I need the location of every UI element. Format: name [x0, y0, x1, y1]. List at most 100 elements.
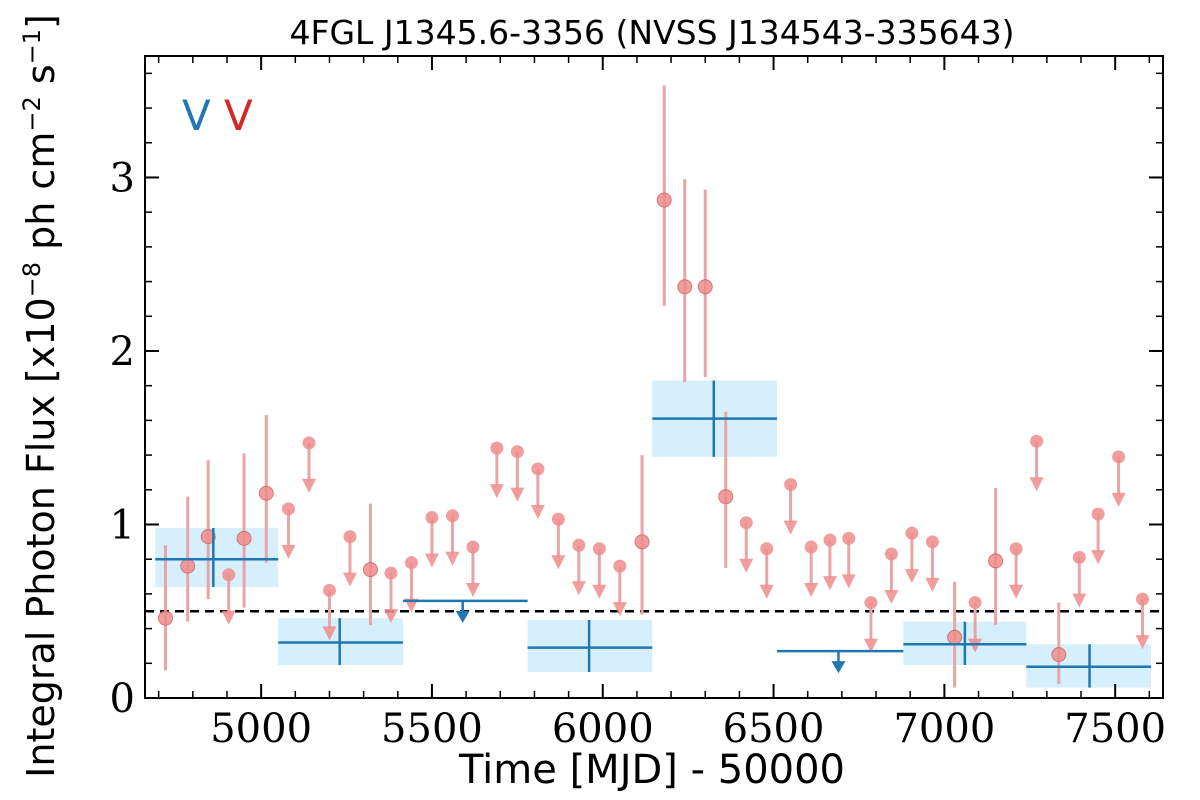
red-upper-limit-point [322, 583, 336, 597]
red-data-point [697, 279, 713, 295]
red-data-point [236, 530, 252, 546]
red-upper-limit-point [404, 556, 418, 570]
red-data-point [988, 553, 1004, 569]
red-upper-limit-point [968, 596, 982, 610]
red-upper-limit-point [425, 511, 439, 525]
red-upper-limit-point [842, 531, 856, 545]
red-upper-limit-point [1136, 592, 1150, 606]
y-tick-label: 0 [110, 676, 135, 722]
red-data-point [656, 192, 672, 208]
red-upper-limit-point [1091, 507, 1105, 521]
red-upper-limit-arrow [551, 555, 566, 570]
blue-upper-limit-arrow [455, 610, 470, 623]
red-upper-limit-point [739, 516, 753, 530]
x-tick-label: 5000 [210, 706, 312, 752]
y-tick-label: 2 [110, 329, 135, 375]
red-upper-limit-arrow [925, 577, 940, 592]
red-upper-limit-arrow [510, 487, 525, 502]
red-upper-limit-point [823, 533, 837, 547]
red-upper-limit-point [490, 441, 504, 455]
red-data-point [1051, 647, 1067, 663]
x-tick-label: 5500 [381, 706, 483, 752]
red-upper-limit-arrow [968, 638, 983, 653]
red-upper-limit-arrow [1135, 635, 1150, 650]
red-upper-limit-arrow [759, 584, 774, 599]
red-upper-limit-point [445, 509, 459, 523]
red-upper-limit-arrow [612, 602, 627, 617]
red-upper-limit-arrow [424, 553, 439, 568]
red-upper-limit-arrow [1029, 477, 1044, 492]
red-upper-limit-arrow [1111, 492, 1126, 507]
red-upper-limit-point [864, 596, 878, 610]
blue-bin-box [155, 527, 279, 587]
red-data-point [180, 558, 196, 574]
red-upper-limit-arrow [863, 638, 878, 653]
red-upper-limit-arrow [465, 583, 480, 598]
x-tick-label: 7000 [893, 706, 995, 752]
red-upper-limit-point [222, 568, 236, 582]
red-data-point [200, 529, 216, 545]
red-upper-limit-arrow [1072, 593, 1087, 608]
red-upper-limit-arrow [281, 544, 296, 559]
red-data-point [947, 629, 963, 645]
red-upper-limit-arrow [571, 581, 586, 596]
red-upper-limit-arrow [904, 569, 919, 584]
red-upper-limit-arrow [783, 520, 798, 535]
red-upper-limit-point [281, 502, 295, 516]
red-upper-limit-arrow [592, 584, 607, 599]
red-upper-limit-point [592, 542, 606, 556]
red-upper-limit-arrow [489, 484, 504, 499]
red-upper-limit-point [804, 540, 818, 554]
red-upper-limit-point [1072, 550, 1086, 564]
y-tick-label: 1 [110, 502, 135, 548]
red-upper-limit-point [884, 547, 898, 561]
red-upper-limit-arrow [841, 574, 856, 589]
red-upper-limit-point [613, 559, 627, 573]
legend-marker-blue: V [182, 91, 211, 140]
red-upper-limit-arrow [822, 576, 837, 591]
red-upper-limit-point [760, 542, 774, 556]
red-upper-limit-point [784, 478, 798, 492]
red-upper-limit-arrow [342, 572, 357, 587]
x-axis-label: Time [MJD] - 50000 [458, 747, 845, 793]
red-upper-limit-point [1030, 434, 1044, 448]
red-upper-limit-point [531, 462, 545, 476]
red-upper-limit-point [905, 526, 919, 540]
red-upper-limit-arrow [1091, 550, 1106, 565]
red-upper-limit-point [384, 566, 398, 580]
red-upper-limit-arrow [739, 558, 754, 573]
red-upper-limit-point [925, 535, 939, 549]
blue-points-layer [155, 380, 1152, 688]
x-tick-label: 6500 [723, 706, 825, 752]
y-tick-label: 3 [110, 155, 135, 201]
red-upper-limit-arrow [404, 598, 419, 613]
blue-upper-limit-arrow [831, 661, 846, 674]
red-data-point [718, 489, 734, 505]
red-upper-limit-point [572, 538, 586, 552]
x-tick-label: 7500 [1064, 706, 1166, 752]
red-upper-limit-arrow [383, 609, 398, 624]
red-upper-limit-point [466, 540, 480, 554]
red-upper-limit-arrow [301, 478, 316, 493]
red-data-point [362, 562, 378, 578]
red-upper-limit-point [551, 512, 565, 526]
red-upper-limit-arrow [1009, 584, 1024, 599]
plot-frame [144, 55, 1164, 699]
red-upper-limit-point [510, 445, 524, 459]
y-axis-label: Integral Photon Flux [x10−8 ph cm−2 s−1] [18, 14, 63, 778]
axes-layer: 5000 5500 6000 6500 7000 7500 0 1 2 3 [110, 55, 1166, 752]
chart-title: 4FGL J1345.6-3356 (NVSS J134543-335643) [290, 13, 1015, 52]
red-data-point [258, 485, 274, 501]
red-upper-limit-point [1112, 450, 1126, 464]
red-upper-limit-point [1009, 542, 1023, 556]
red-upper-limit-point [302, 436, 316, 450]
legend-marker-red: V [224, 91, 253, 140]
red-data-point [157, 610, 173, 626]
red-points-layer [157, 85, 1150, 688]
red-upper-limit-arrow [322, 626, 337, 641]
red-upper-limit-arrow [804, 583, 819, 598]
red-upper-limit-arrow [445, 551, 460, 566]
red-data-point [634, 534, 650, 550]
red-upper-limit-arrow [221, 610, 236, 625]
